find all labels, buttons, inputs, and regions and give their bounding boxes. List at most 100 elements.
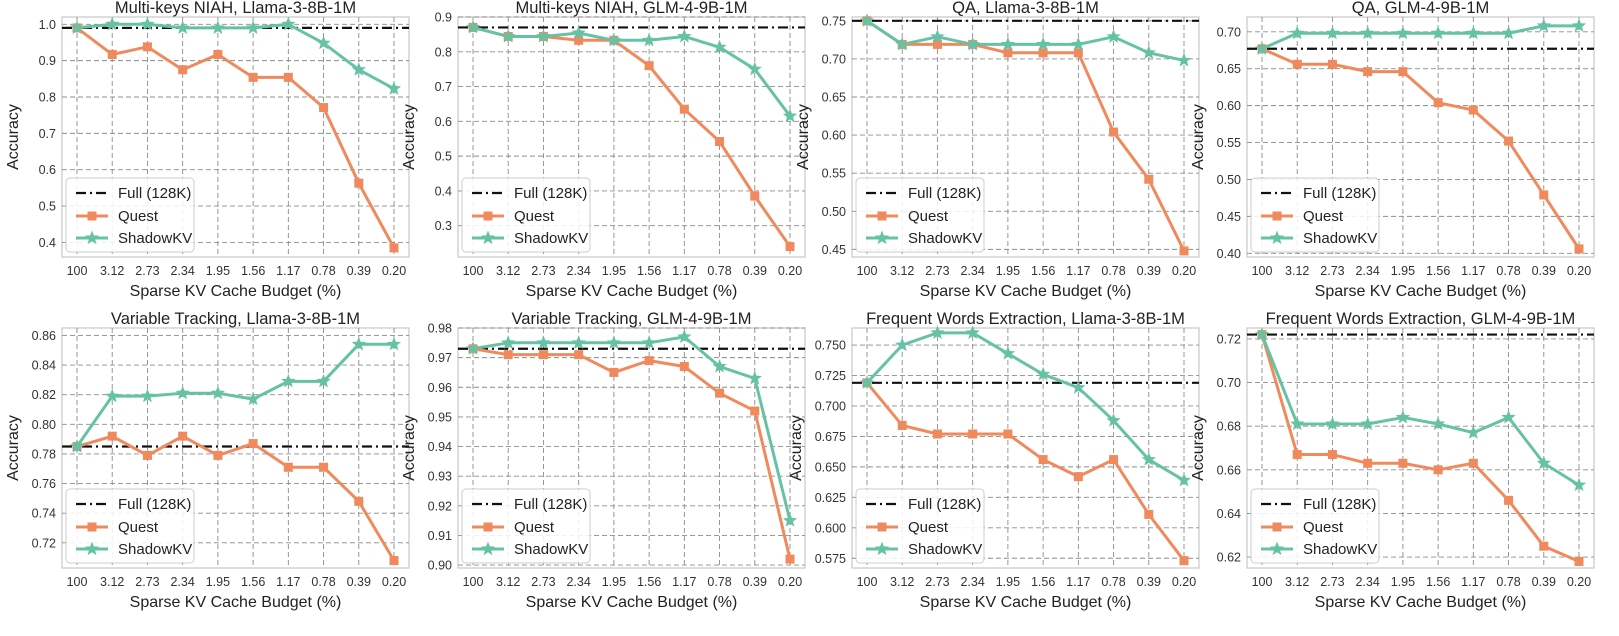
legend-shadowkv-marker (874, 230, 890, 245)
legend-box (461, 177, 591, 253)
y-tick-label: 1.0 (39, 18, 56, 32)
x-axis-label: Sparse KV Cache Budget (%) (526, 594, 738, 611)
quest-point (1038, 48, 1048, 58)
y-tick-label: 0.40 (1217, 247, 1241, 261)
x-tick-label: 0.78 (707, 575, 731, 589)
x-tick-label: 2.34 (960, 264, 984, 278)
legend-quest-label: Quest (514, 208, 555, 225)
shadowkv-point (175, 20, 190, 34)
y-tick-label: 0.45 (822, 243, 846, 257)
shadowkv-point (677, 28, 692, 43)
x-tick-label: 1.56 (1031, 575, 1055, 589)
shadowkv-point (175, 385, 190, 400)
shadowkv-point (1360, 416, 1375, 431)
legend-full-label: Full (128K) (118, 496, 191, 513)
legend-quest-label: Quest (118, 208, 159, 225)
quest-point (785, 554, 795, 564)
y-axis-label: Accuracy (788, 415, 805, 481)
quest-line (76, 26, 396, 249)
legend-shadowkv-marker (480, 541, 496, 556)
y-tick-label: 0.3 (435, 219, 452, 233)
shadowkv-point (1536, 455, 1551, 470)
shadowkv-point (69, 439, 85, 453)
shadowkv-point (210, 385, 226, 400)
shadowkv-point (571, 25, 586, 40)
quest-point (142, 450, 152, 460)
x-axis-label: Sparse KV Cache Budget (%) (920, 283, 1132, 300)
x-tick-label: 0.20 (778, 575, 802, 589)
x-tick-label: 1.95 (602, 575, 626, 589)
x-tick-label: 2.34 (566, 264, 590, 278)
quest-point (1292, 450, 1302, 460)
y-tick-label: 0.4 (39, 236, 56, 250)
quest-point (1539, 541, 1549, 551)
y-tick-label: 0.70 (822, 52, 846, 66)
legend-full-label: Full (128K) (908, 185, 981, 202)
x-tick-label: 2.73 (135, 575, 159, 589)
x-tick-label: 0.78 (707, 264, 731, 278)
y-tick-label: 0.6 (435, 115, 452, 129)
y-tick-label: 0.5 (39, 200, 56, 214)
shadowkv-point (501, 335, 516, 349)
y-tick-label: 0.700 (815, 399, 846, 413)
x-tick-label: 1.95 (1391, 264, 1415, 278)
x-tick-label: 100 (67, 575, 88, 589)
x-tick-label: 1.95 (602, 264, 626, 278)
shadowkv-point (140, 16, 155, 31)
quest-point (1003, 48, 1013, 58)
shadowkv-point (1501, 409, 1516, 424)
shadowkv-line (1261, 24, 1579, 51)
y-tick-label: 0.96 (428, 381, 452, 395)
x-tick-label: 100 (857, 264, 878, 278)
shadowkv-point (1395, 409, 1411, 424)
x-tick-label: 1.95 (206, 264, 230, 278)
x-tick-label: 2.34 (170, 575, 194, 589)
y-tick-label: 0.86 (32, 329, 56, 343)
quest-point (248, 72, 258, 82)
y-axis-label: Accuracy (5, 415, 22, 481)
legend-quest-label: Quest (908, 208, 949, 225)
x-tick-label: 3.12 (1285, 264, 1309, 278)
x-tick-label: 100 (463, 264, 484, 278)
y-tick-label: 0.76 (32, 477, 56, 491)
y-tick-label: 0.600 (815, 521, 846, 535)
quest-point (750, 191, 760, 201)
y-tick-label: 0.55 (1217, 136, 1241, 150)
shadowkv-line (75, 342, 394, 448)
shadowkv-point (1141, 452, 1156, 466)
quest-point (897, 420, 907, 430)
y-tick-label: 0.725 (815, 369, 846, 383)
x-tick-label: 1.56 (637, 575, 661, 589)
quest-point (319, 462, 329, 472)
y-tick-label: 0.64 (1217, 507, 1241, 521)
quest-point (1433, 465, 1443, 475)
y-tick-label: 0.95 (428, 410, 452, 424)
quest-point (609, 367, 619, 377)
legend-quest-marker (483, 522, 493, 532)
quest-point (1398, 67, 1408, 77)
x-tick-label: 100 (1252, 264, 1273, 278)
shadowkv-point (641, 32, 657, 47)
quest-point (107, 431, 117, 441)
x-tick-label: 100 (1252, 575, 1273, 589)
shadowkv-point (351, 62, 366, 76)
chart-panel: 0.62 0.64 0.66 0.68 0.70 0.72 100 3.12 2.73 2.34 1… (1190, 310, 1595, 611)
y-tick-label: 0.8 (435, 45, 452, 59)
shadowkv-point (105, 388, 120, 403)
x-tick-label: 1.56 (1426, 264, 1450, 278)
x-tick-label: 3.12 (890, 575, 914, 589)
x-axis-label: Sparse KV Cache Budget (%) (1315, 283, 1527, 300)
shadowkv-point (210, 20, 226, 34)
shadowkv-point (1000, 346, 1016, 360)
legend-box (65, 177, 195, 253)
quest-point (213, 450, 223, 460)
chart-title: Variable Tracking, GLM-4-9B-1M (512, 310, 752, 328)
legend-box (855, 488, 985, 564)
y-tick-label: 0.94 (428, 440, 452, 454)
shadowkv-point (1106, 413, 1121, 427)
legend-shadowkv-label: ShadowKV (1303, 230, 1377, 247)
chart-title: Frequent Words Extraction, GLM-4-9B-1M (1266, 310, 1576, 328)
shadowkv-line (866, 19, 1185, 62)
y-tick-label: 0.75 (822, 14, 846, 28)
